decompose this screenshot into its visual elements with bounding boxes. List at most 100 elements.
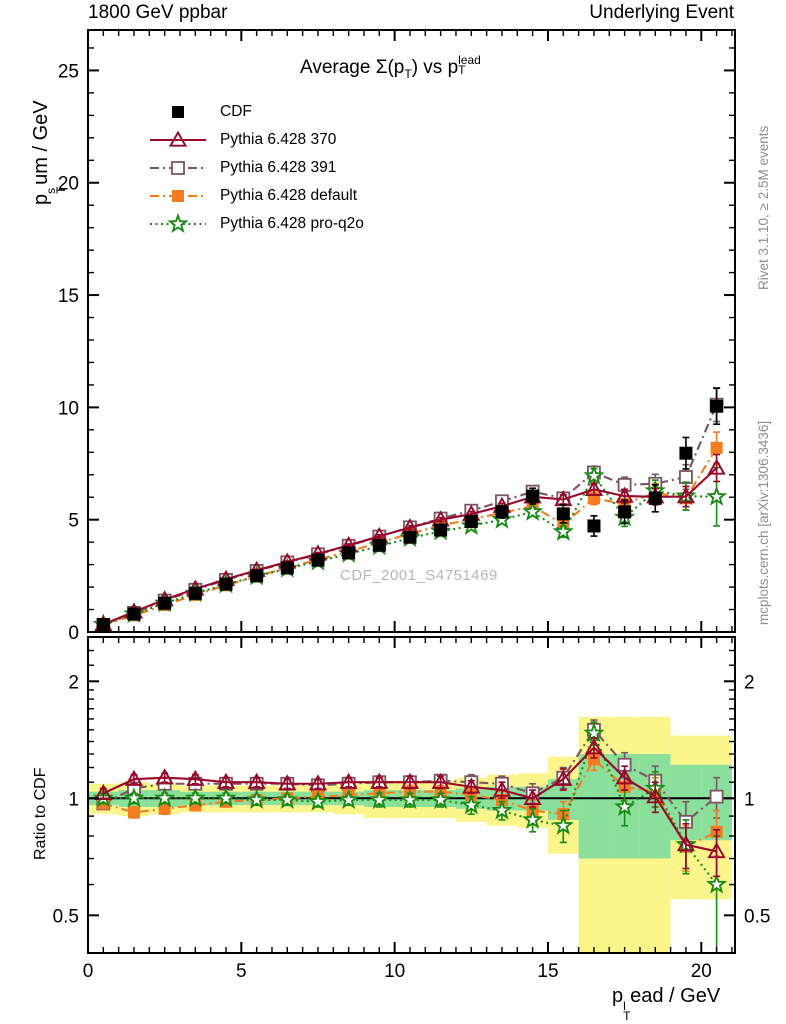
marker xyxy=(127,806,140,819)
marker xyxy=(552,814,574,835)
title-sigma: Σ(p xyxy=(375,57,405,78)
title-prefix: Average xyxy=(300,57,376,78)
marker xyxy=(710,441,723,454)
marker xyxy=(495,505,509,519)
marker xyxy=(462,777,481,794)
marker xyxy=(434,523,448,537)
ratio-y-tick-label: 2 xyxy=(68,672,79,693)
marker xyxy=(311,553,325,567)
marker xyxy=(460,794,482,815)
legend-marker-p391 xyxy=(148,157,208,179)
header-right: Underlying Event xyxy=(589,2,734,23)
ratio-y-tick-label-right: 2 xyxy=(744,672,755,693)
marker xyxy=(646,787,665,804)
ratio-panel-frame xyxy=(87,636,736,954)
marker xyxy=(154,787,176,808)
legend-label-p391: Pythia 6.428 391 xyxy=(220,159,337,176)
ratio-uncertainty-bands xyxy=(88,716,732,953)
band-segment xyxy=(578,754,610,859)
marker xyxy=(338,788,360,810)
analysis-watermark: CDF_2001_S4751469 xyxy=(340,567,498,584)
ratio-y-tick-label: 0.5 xyxy=(53,906,79,927)
marker xyxy=(342,546,356,560)
series-line xyxy=(102,473,717,626)
marker xyxy=(158,802,171,815)
ratio-y-tick-label-right: 0.5 xyxy=(744,906,770,927)
marker xyxy=(188,586,202,600)
marker xyxy=(526,489,540,503)
legend-item-p370: Pythia 6.428 370 xyxy=(148,126,364,154)
legend-marker-p370 xyxy=(148,129,208,151)
legend-label-proq2o: Pythia 6.428 pro-q2o xyxy=(220,215,364,232)
marker xyxy=(522,808,544,829)
marker xyxy=(280,561,294,575)
marker xyxy=(584,479,604,497)
marker xyxy=(167,213,189,234)
marker xyxy=(124,769,144,786)
marker xyxy=(155,768,174,785)
marker xyxy=(186,769,205,786)
y-tick-label: 20 xyxy=(58,174,79,195)
marker xyxy=(372,538,386,552)
title-sup2: lead xyxy=(458,53,481,67)
marker xyxy=(583,722,605,743)
marker xyxy=(709,789,724,804)
marker xyxy=(250,569,264,583)
marker xyxy=(552,520,574,541)
marker xyxy=(278,774,297,791)
ratio-y-tick-label-right: 1 xyxy=(744,789,755,810)
legend-marker-default xyxy=(148,185,208,207)
marker xyxy=(219,577,233,591)
legend-marker-cdf xyxy=(148,101,208,123)
marker xyxy=(308,774,328,791)
marker xyxy=(587,753,600,766)
marker xyxy=(648,491,662,505)
marker xyxy=(171,161,185,175)
title-sub2: T xyxy=(458,63,466,77)
marker xyxy=(172,190,184,202)
marker xyxy=(94,783,113,800)
marker xyxy=(123,787,145,808)
marker xyxy=(707,458,726,475)
marker xyxy=(491,799,513,820)
marker xyxy=(276,788,298,810)
marker xyxy=(679,446,693,460)
marker xyxy=(339,772,358,789)
legend-item-proq2o: Pythia 6.428 pro-q2o xyxy=(148,210,364,238)
x-label-sub: T xyxy=(623,1009,631,1023)
series-line xyxy=(102,746,717,853)
marker xyxy=(705,873,728,894)
marker xyxy=(618,505,632,519)
x-tick-label: 15 xyxy=(537,961,558,982)
marker xyxy=(216,772,236,789)
title-mid: ) vs p xyxy=(411,57,459,78)
marker xyxy=(613,795,636,817)
cdf-data-main xyxy=(96,387,724,631)
marker xyxy=(492,780,512,797)
legend-marker-proq2o xyxy=(148,213,208,235)
marker xyxy=(127,607,141,621)
marker xyxy=(307,790,329,811)
marker xyxy=(172,106,184,118)
x-tick-label: 10 xyxy=(384,961,405,982)
marker xyxy=(522,500,544,521)
x-label-sup: l xyxy=(623,999,626,1013)
y-tick-label: 15 xyxy=(58,286,79,307)
marker xyxy=(676,487,696,504)
legend-item-cdf: CDF xyxy=(148,98,364,126)
marker xyxy=(184,787,206,808)
legend: CDF Pythia 6.428 370 Pythia 6.428 391 Pythi… xyxy=(148,98,364,238)
marker xyxy=(583,464,605,485)
marker xyxy=(430,788,452,810)
legend-label-default: Pythia 6.428 default xyxy=(220,187,358,204)
marker xyxy=(400,772,420,789)
x-label-rest: ead / GeV xyxy=(630,985,721,1007)
title-sub1: T xyxy=(404,66,412,81)
legend-item-default: Pythia 6.428 default xyxy=(148,182,364,210)
marker xyxy=(710,399,724,413)
x-tick-label: 0 xyxy=(83,961,94,982)
header-left: 1800 GeV ppbar xyxy=(88,2,228,23)
